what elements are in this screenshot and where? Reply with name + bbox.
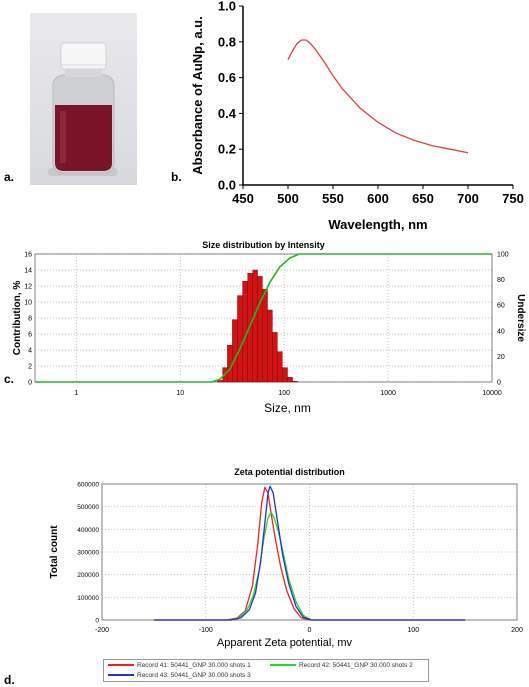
d-series-record42 <box>153 511 466 621</box>
c-x-tick-label: 100 <box>278 390 290 397</box>
d-x-tick-label: -100 <box>199 627 213 634</box>
b-y-tick-label: 0.0 <box>218 178 236 193</box>
zeta-potential-chart: -200 -100 0 100 200 0 100000 200000 300000 400000… <box>49 467 523 649</box>
c-y2-tick-label: 80 <box>497 277 505 284</box>
c-x-axis-label: Size, nm <box>264 401 311 415</box>
c-bar <box>282 367 288 383</box>
c-y2-tick-label: 0 <box>497 380 501 387</box>
c-y-tick-label: 6 <box>28 332 32 339</box>
legend-swatch-record43 <box>108 674 134 677</box>
legend-label-record43: Record 43: 50441_GNP 30.000 shots 3 <box>137 672 251 679</box>
b-y-tick-label: 1.0 <box>218 0 236 14</box>
d-series-record43 <box>153 485 466 621</box>
b-y-tick-label: 0.8 <box>218 34 236 49</box>
b-x-tick-label: 550 <box>322 191 344 206</box>
b-x-tick-label: 450 <box>232 191 254 206</box>
c-y2-tick-label: 40 <box>497 328 505 335</box>
d-x-tick-label: -200 <box>95 627 109 634</box>
d-y-tick-label: 200000 <box>77 572 99 579</box>
vial-liquid <box>55 105 112 171</box>
b-series-line <box>287 39 469 154</box>
b-x-tick-label: 650 <box>412 191 434 206</box>
c-y2-tick-label: 20 <box>497 354 505 361</box>
c-y-tick-label: 0 <box>28 380 32 387</box>
legend-swatch-record42 <box>270 664 296 667</box>
c-x-tick-label: 1 <box>74 390 78 397</box>
d-y-axis-label: Total count <box>49 525 60 579</box>
b-x-tick-label: 700 <box>457 191 479 206</box>
b-x-tick-label: 500 <box>277 191 299 206</box>
b-y-tick-label: 0.2 <box>218 142 236 157</box>
c-bar <box>277 351 283 383</box>
d-x-axis-label: Apparent Zeta potential, mv <box>217 637 353 649</box>
d-x-tick-label: 200 <box>511 627 523 634</box>
c-x-tick-label: 1000 <box>380 390 396 397</box>
b-y-tick-label: 0.4 <box>218 106 237 121</box>
legend-item-record42: Record 42: 50441_GNP 30.000 shots 2 <box>270 662 413 669</box>
panel-label-c: c. <box>4 372 15 386</box>
b-x-axis-label: Wavelength, nm <box>328 217 427 232</box>
legend-item-record43: Record 43: 50441_GNP 30.000 shots 3 <box>108 672 251 679</box>
c-bar <box>287 377 293 383</box>
b-x-tick-label: 750 <box>502 191 524 206</box>
c-bar <box>217 380 223 383</box>
legend-item-record41: Record 41: 50441_GNP 30.000 shots 1 <box>108 662 251 669</box>
d-x-tick-label: 0 <box>308 627 312 634</box>
c-y-axis-label: Contribution, % <box>12 281 23 356</box>
c-y-tick-label: 10 <box>24 300 32 307</box>
d-y-tick-label: 0 <box>95 618 99 625</box>
c-bar <box>237 295 243 383</box>
c-y2-axis-label: Undersize <box>515 294 526 342</box>
d-y-tick-label: 400000 <box>77 527 99 534</box>
vial-liquid-highlight <box>60 111 66 163</box>
panel-label-b: b. <box>171 170 182 184</box>
c-y-tick-label: 8 <box>28 316 32 323</box>
c-y2-tick-label: 100 <box>497 252 509 259</box>
zeta-legend: Record 41: 50441_GNP 30.000 shots 1 Reco… <box>103 659 429 682</box>
panel-label-d: d. <box>4 673 15 687</box>
size-distribution-chart: 1 10 100 1000 10000 0 2 4 6 8 10 12 14 16 0 20 40 60 80 100… <box>12 240 526 415</box>
legend-label-record42: Record 42: 50441_GNP 30.000 shots 2 <box>299 662 413 669</box>
c-y-tick-label: 16 <box>24 252 32 259</box>
d-y-tick-label: 500000 <box>77 504 99 511</box>
c-undersize-line <box>35 253 492 383</box>
absorbance-chart: 450 500 550 600 650 700 750 0.0 0.2 0.4 0.6 0.8 1.0 W… <box>190 0 524 232</box>
c-bar <box>292 381 298 383</box>
b-x-tick-label: 600 <box>367 191 389 206</box>
vial-cap <box>60 42 107 70</box>
c-bar <box>232 319 238 383</box>
c-y-tick-label: 12 <box>24 284 32 291</box>
c-y-tick-label: 4 <box>28 348 32 355</box>
legend-label-record41: Record 41: 50441_GNP 30.000 shots 1 <box>137 662 251 669</box>
c-title: Size distribution by Intensity <box>202 240 325 250</box>
d-y-tick-label: 300000 <box>77 550 99 557</box>
c-x-tick-label: 10000 <box>482 390 502 397</box>
c-bar <box>257 276 263 383</box>
d-y-tick-label: 600000 <box>77 482 99 489</box>
b-y-tick-label: 0.6 <box>218 70 236 85</box>
d-y-tick-label: 100000 <box>77 595 99 602</box>
panel-label-a: a. <box>4 170 15 184</box>
b-y-axis-label: Absorbance of AuNp, a.u. <box>190 16 205 174</box>
legend-swatch-record41 <box>108 664 134 667</box>
d-title: Zeta potential distribution <box>234 467 345 477</box>
d-series-record41 <box>153 486 466 621</box>
vial-photo <box>30 13 137 185</box>
c-y-tick-label: 14 <box>24 268 32 275</box>
c-x-tick-label: 10 <box>176 390 184 397</box>
c-y-tick-label: 2 <box>28 364 32 371</box>
d-x-tick-label: 100 <box>407 627 419 634</box>
c-y2-tick-label: 60 <box>497 303 505 310</box>
vial-drawing <box>48 42 118 176</box>
